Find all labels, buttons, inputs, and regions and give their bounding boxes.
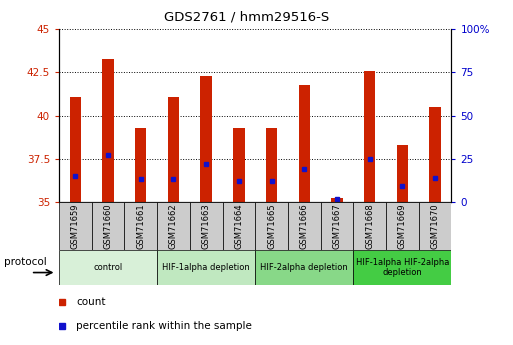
Bar (255, 202, 288, 250)
Bar (397, 145, 408, 202)
Bar (353, 250, 451, 285)
Text: GSM71660: GSM71660 (104, 203, 112, 249)
Bar (386, 202, 419, 250)
Text: GSM71663: GSM71663 (202, 203, 211, 249)
Text: GSM71666: GSM71666 (300, 203, 309, 249)
Bar (135, 128, 147, 202)
Bar (190, 202, 223, 250)
Text: GSM71659: GSM71659 (71, 203, 80, 249)
Bar (288, 202, 321, 250)
Text: GSM71661: GSM71661 (136, 203, 145, 249)
Bar (59, 202, 92, 250)
Text: GSM71664: GSM71664 (234, 203, 243, 249)
Bar (255, 250, 353, 285)
Text: count: count (76, 297, 106, 307)
Bar (364, 71, 376, 202)
Bar (233, 128, 245, 202)
Bar (353, 202, 386, 250)
Text: HIF-1alpha depletion: HIF-1alpha depletion (162, 263, 250, 272)
Bar (321, 202, 353, 250)
Bar (157, 250, 255, 285)
Bar (429, 107, 441, 202)
Text: GSM71668: GSM71668 (365, 203, 374, 249)
Bar (331, 198, 343, 202)
Bar (124, 202, 157, 250)
Bar (157, 202, 190, 250)
Bar (201, 76, 212, 202)
Bar (59, 250, 157, 285)
Text: protocol: protocol (4, 257, 47, 267)
Bar (266, 128, 278, 202)
Bar (168, 97, 179, 202)
Text: control: control (93, 263, 123, 272)
Bar (92, 202, 125, 250)
Text: percentile rank within the sample: percentile rank within the sample (76, 321, 252, 331)
Text: HIF-1alpha HIF-2alpha
depletion: HIF-1alpha HIF-2alpha depletion (356, 258, 449, 277)
Text: GSM71670: GSM71670 (430, 203, 440, 249)
Bar (102, 59, 114, 202)
Text: GSM71665: GSM71665 (267, 203, 276, 249)
Text: GSM71667: GSM71667 (332, 203, 342, 249)
Bar (299, 85, 310, 202)
Text: GSM71669: GSM71669 (398, 203, 407, 249)
Bar (70, 97, 81, 202)
Text: GSM71662: GSM71662 (169, 203, 178, 249)
Bar (223, 202, 255, 250)
Text: HIF-2alpha depletion: HIF-2alpha depletion (261, 263, 348, 272)
Bar (419, 202, 451, 250)
Text: GDS2761 / hmm29516-S: GDS2761 / hmm29516-S (164, 10, 329, 23)
